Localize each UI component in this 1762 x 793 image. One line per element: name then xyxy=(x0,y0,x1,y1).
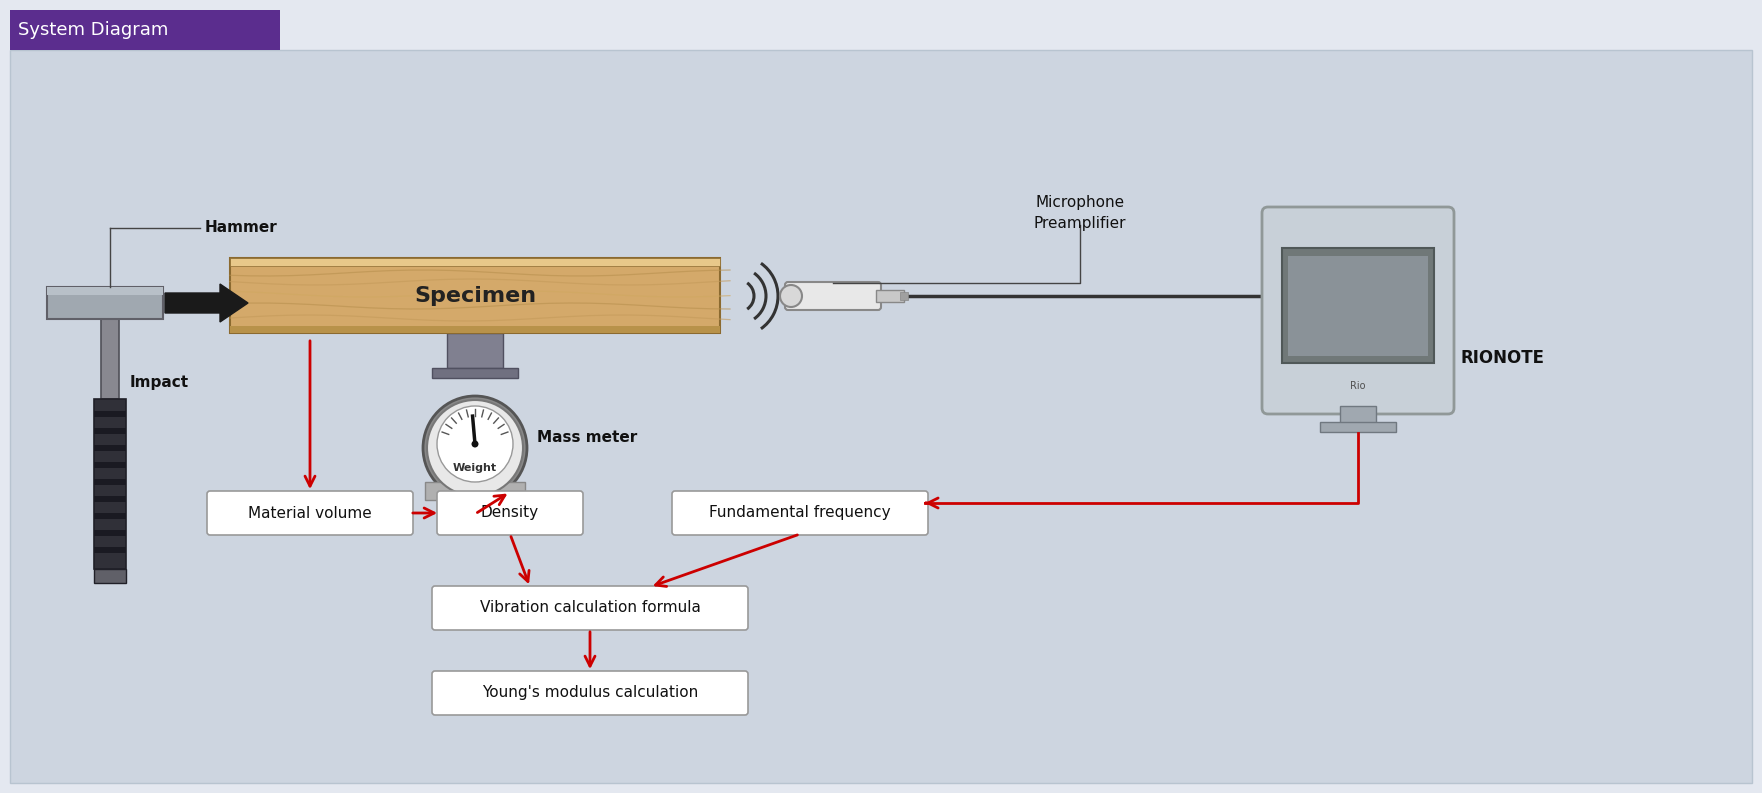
Bar xyxy=(93,411,127,417)
Text: Young's modulus calculation: Young's modulus calculation xyxy=(481,685,698,700)
Circle shape xyxy=(472,440,479,447)
Text: Vibration calculation formula: Vibration calculation formula xyxy=(479,600,701,615)
Circle shape xyxy=(437,406,513,482)
Circle shape xyxy=(423,396,527,500)
FancyBboxPatch shape xyxy=(671,491,929,535)
Text: Weight: Weight xyxy=(453,463,497,473)
Bar xyxy=(93,479,127,485)
Bar xyxy=(432,368,518,378)
Text: Density: Density xyxy=(481,505,539,520)
Bar xyxy=(231,258,721,333)
Bar xyxy=(93,428,127,434)
Text: RIONOTE: RIONOTE xyxy=(1461,349,1544,367)
Bar xyxy=(448,333,502,368)
Bar xyxy=(231,258,721,266)
Bar xyxy=(437,499,455,512)
Bar xyxy=(93,445,127,451)
Text: Impact: Impact xyxy=(130,376,189,390)
Bar xyxy=(93,569,127,583)
Bar xyxy=(1283,248,1434,363)
Bar xyxy=(1288,256,1427,356)
Text: System Diagram: System Diagram xyxy=(18,21,169,39)
FancyArrow shape xyxy=(166,284,248,322)
FancyBboxPatch shape xyxy=(786,282,881,310)
Text: Fundamental frequency: Fundamental frequency xyxy=(708,505,892,520)
Text: Microphone
Preamplifier: Microphone Preamplifier xyxy=(1034,195,1126,231)
Bar xyxy=(48,287,164,295)
FancyBboxPatch shape xyxy=(1262,207,1454,414)
Bar xyxy=(93,399,127,569)
Bar xyxy=(93,547,127,553)
Bar xyxy=(100,319,120,399)
Bar xyxy=(93,530,127,536)
Bar xyxy=(93,496,127,502)
Circle shape xyxy=(781,285,802,307)
Bar xyxy=(495,499,513,512)
FancyBboxPatch shape xyxy=(437,491,583,535)
FancyBboxPatch shape xyxy=(432,586,749,630)
FancyBboxPatch shape xyxy=(206,491,412,535)
Bar xyxy=(425,482,525,500)
Bar xyxy=(93,513,127,519)
Bar xyxy=(48,287,164,319)
Bar xyxy=(231,326,721,333)
Circle shape xyxy=(426,400,523,496)
Bar xyxy=(11,10,280,50)
FancyBboxPatch shape xyxy=(432,671,749,715)
Text: Mass meter: Mass meter xyxy=(537,431,638,446)
Text: Hammer: Hammer xyxy=(204,220,278,236)
Text: Specimen: Specimen xyxy=(414,286,536,306)
Bar xyxy=(900,292,907,300)
Bar xyxy=(93,462,127,468)
Text: Material volume: Material volume xyxy=(248,505,372,520)
Bar xyxy=(1339,406,1376,424)
Bar xyxy=(1320,422,1396,432)
Bar xyxy=(876,290,904,302)
Text: Rio: Rio xyxy=(1350,381,1366,391)
